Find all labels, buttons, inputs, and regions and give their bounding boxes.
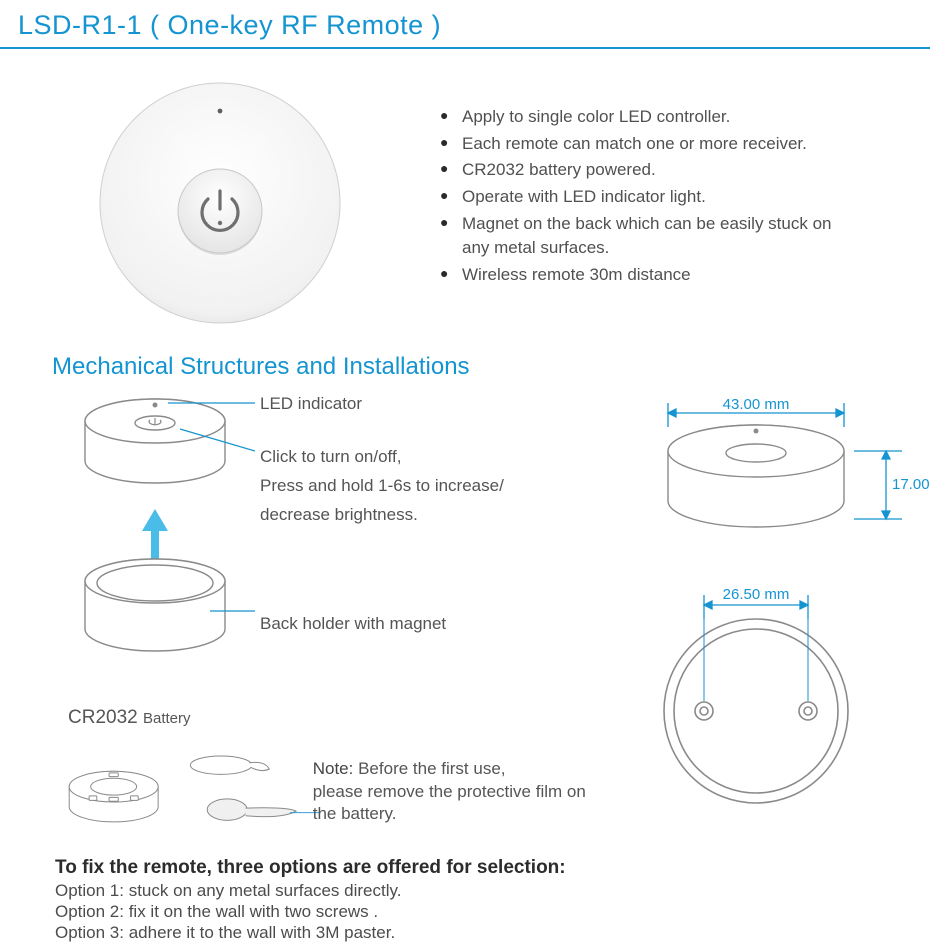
mechanical-section: LED indicator Click to turn on/off, Pres…	[0, 391, 930, 847]
fix-options: To fix the remote, three options are off…	[0, 847, 930, 943]
battery-note: Note: Before the first use, please remov…	[313, 758, 590, 827]
feature-item: Each remote can match one or more receiv…	[440, 132, 862, 157]
battery-diagram-icon	[60, 737, 321, 847]
mechanical-left: LED indicator Click to turn on/off, Pres…	[60, 391, 590, 847]
battery-row: Note: Before the first use, please remov…	[60, 737, 590, 847]
feature-item: Apply to single color LED controller.	[440, 105, 862, 130]
dim-height: 17.00 mm	[892, 476, 930, 493]
feature-item: Wireless remote 30m distance	[440, 263, 862, 288]
top-section: Apply to single color LED controller. Ea…	[0, 49, 930, 333]
dimension-drawings: 43.00 mm 17.00 mm	[590, 391, 930, 836]
battery-label: CR2032	[68, 707, 138, 728]
callout-led: LED indicator	[260, 393, 504, 416]
fix-option: Option 3: adhere it to the wall with 3M …	[55, 923, 930, 943]
dimensions-icon: 43.00 mm 17.00 mm	[630, 391, 930, 831]
callout-holder: Back holder with magnet	[260, 613, 504, 636]
feature-list: Apply to single color LED controller. Ea…	[440, 73, 862, 289]
product-photo	[0, 73, 440, 333]
note-line: Before the first use,	[358, 759, 505, 778]
remote-render-icon	[90, 73, 350, 333]
callout-click: Click to turn on/off,	[260, 446, 504, 469]
note-label: Note:	[313, 759, 354, 778]
battery-label2: Battery	[143, 710, 191, 727]
fix-option: Option 1: stuck on any metal surfaces di…	[55, 881, 930, 901]
exploded-diagram-icon	[60, 391, 260, 701]
callout-labels: LED indicator Click to turn on/off, Pres…	[260, 391, 504, 642]
dim-holes: 26.50 mm	[723, 586, 790, 603]
callout-click: decrease brightness.	[260, 504, 504, 527]
fix-option: Option 2: fix it on the wall with two sc…	[55, 902, 930, 922]
feature-item: Magnet on the back which can be easily s…	[440, 212, 862, 261]
page-title: LSD-R1-1 ( One-key RF Remote )	[0, 0, 930, 49]
callout-click: Press and hold 1-6s to increase/	[260, 475, 504, 498]
note-line: please remove the protective film on the…	[313, 782, 586, 824]
dim-width: 43.00 mm	[723, 396, 790, 413]
feature-item: CR2032 battery powered.	[440, 158, 862, 183]
section-heading: Mechanical Structures and Installations	[0, 343, 930, 391]
feature-item: Operate with LED indicator light.	[440, 185, 862, 210]
fix-heading: To fix the remote, three options are off…	[55, 857, 930, 879]
